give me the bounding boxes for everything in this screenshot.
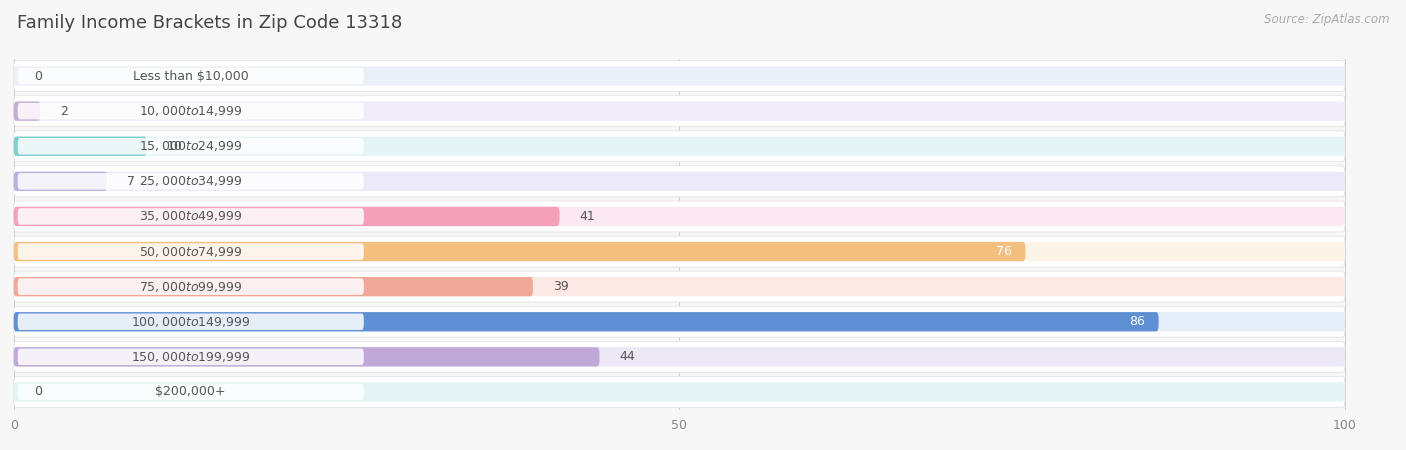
FancyBboxPatch shape xyxy=(14,277,533,296)
FancyBboxPatch shape xyxy=(14,347,599,366)
Text: 39: 39 xyxy=(553,280,568,293)
FancyBboxPatch shape xyxy=(14,201,1346,232)
Text: $200,000+: $200,000+ xyxy=(156,386,226,398)
Text: 0: 0 xyxy=(34,386,42,398)
Text: $100,000 to $149,999: $100,000 to $149,999 xyxy=(131,315,250,329)
Text: Source: ZipAtlas.com: Source: ZipAtlas.com xyxy=(1264,14,1389,27)
FancyBboxPatch shape xyxy=(14,96,1346,126)
FancyBboxPatch shape xyxy=(18,138,364,154)
Text: 44: 44 xyxy=(620,351,636,363)
FancyBboxPatch shape xyxy=(14,271,1346,302)
FancyBboxPatch shape xyxy=(18,349,364,365)
Text: 7: 7 xyxy=(127,175,135,188)
FancyBboxPatch shape xyxy=(14,102,41,121)
FancyBboxPatch shape xyxy=(14,166,1346,197)
FancyBboxPatch shape xyxy=(14,377,1346,407)
FancyBboxPatch shape xyxy=(14,102,1346,121)
FancyBboxPatch shape xyxy=(18,279,364,295)
Text: $10,000 to $14,999: $10,000 to $14,999 xyxy=(139,104,242,118)
Text: 2: 2 xyxy=(60,105,67,117)
Text: 76: 76 xyxy=(997,245,1012,258)
Text: $50,000 to $74,999: $50,000 to $74,999 xyxy=(139,244,242,259)
FancyBboxPatch shape xyxy=(14,242,1025,261)
FancyBboxPatch shape xyxy=(14,382,1346,401)
FancyBboxPatch shape xyxy=(14,207,560,226)
FancyBboxPatch shape xyxy=(14,342,1346,372)
FancyBboxPatch shape xyxy=(14,137,146,156)
FancyBboxPatch shape xyxy=(18,103,364,119)
FancyBboxPatch shape xyxy=(14,277,1346,296)
FancyBboxPatch shape xyxy=(14,306,1346,337)
Text: 86: 86 xyxy=(1129,315,1146,328)
Text: $150,000 to $199,999: $150,000 to $199,999 xyxy=(131,350,250,364)
FancyBboxPatch shape xyxy=(14,172,107,191)
Text: Family Income Brackets in Zip Code 13318: Family Income Brackets in Zip Code 13318 xyxy=(17,14,402,32)
Text: 10: 10 xyxy=(167,140,183,153)
FancyBboxPatch shape xyxy=(14,236,1346,267)
FancyBboxPatch shape xyxy=(18,173,364,189)
FancyBboxPatch shape xyxy=(14,137,1346,156)
FancyBboxPatch shape xyxy=(18,243,364,260)
FancyBboxPatch shape xyxy=(14,207,1346,226)
FancyBboxPatch shape xyxy=(18,68,364,84)
FancyBboxPatch shape xyxy=(18,314,364,330)
FancyBboxPatch shape xyxy=(14,172,1346,191)
FancyBboxPatch shape xyxy=(14,312,1159,331)
FancyBboxPatch shape xyxy=(14,312,1346,331)
FancyBboxPatch shape xyxy=(14,131,1346,162)
FancyBboxPatch shape xyxy=(14,67,1346,86)
Text: 41: 41 xyxy=(579,210,595,223)
Text: $35,000 to $49,999: $35,000 to $49,999 xyxy=(139,209,242,224)
Text: $25,000 to $34,999: $25,000 to $34,999 xyxy=(139,174,242,189)
Text: $75,000 to $99,999: $75,000 to $99,999 xyxy=(139,279,242,294)
FancyBboxPatch shape xyxy=(18,208,364,225)
Text: $15,000 to $24,999: $15,000 to $24,999 xyxy=(139,139,242,153)
Text: 0: 0 xyxy=(34,70,42,82)
FancyBboxPatch shape xyxy=(14,61,1346,91)
FancyBboxPatch shape xyxy=(14,347,1346,366)
FancyBboxPatch shape xyxy=(14,242,1346,261)
Text: Less than $10,000: Less than $10,000 xyxy=(134,70,249,82)
FancyBboxPatch shape xyxy=(18,384,364,400)
